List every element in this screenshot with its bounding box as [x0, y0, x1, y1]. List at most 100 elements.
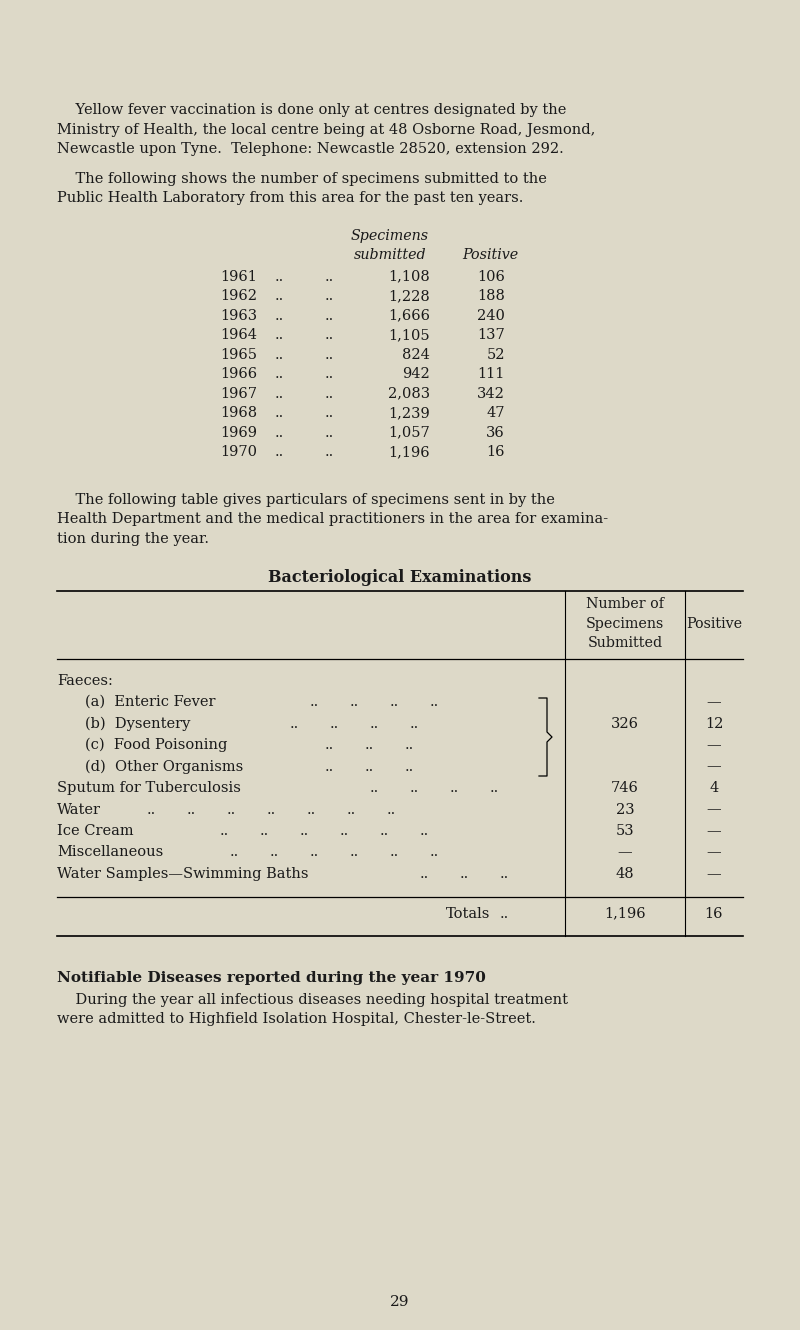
Text: 29: 29: [390, 1295, 410, 1309]
Text: 1964: 1964: [220, 329, 257, 342]
Text: ..: ..: [187, 802, 196, 817]
Text: ..: ..: [490, 781, 499, 795]
Text: ..: ..: [347, 802, 356, 817]
Text: 16: 16: [705, 907, 723, 920]
Text: ..: ..: [420, 825, 430, 838]
Text: ..: ..: [420, 867, 430, 880]
Text: 111: 111: [478, 367, 505, 380]
Text: 47: 47: [486, 406, 505, 420]
Text: 1,666: 1,666: [388, 309, 430, 322]
Text: ..: ..: [325, 367, 334, 380]
Text: Bacteriological Examinations: Bacteriological Examinations: [268, 569, 532, 587]
Text: ..: ..: [325, 289, 334, 303]
Text: ..: ..: [147, 802, 156, 817]
Text: ..: ..: [430, 846, 439, 859]
Text: ..: ..: [380, 825, 390, 838]
Text: ..: ..: [227, 802, 236, 817]
Text: 1,228: 1,228: [388, 289, 430, 303]
Text: —: —: [706, 846, 722, 859]
Text: (c)  Food Poisoning: (c) Food Poisoning: [85, 738, 227, 753]
Text: 824: 824: [402, 347, 430, 362]
Text: ..: ..: [325, 759, 334, 774]
Text: 53: 53: [616, 825, 634, 838]
Text: ..: ..: [325, 446, 334, 459]
Text: (d)  Other Organisms: (d) Other Organisms: [85, 759, 243, 774]
Text: Water Samples—Swimming Baths: Water Samples—Swimming Baths: [57, 867, 309, 880]
Text: ..: ..: [450, 781, 459, 795]
Text: ..: ..: [230, 846, 239, 859]
Text: ..: ..: [340, 825, 350, 838]
Text: Water: Water: [57, 802, 101, 817]
Text: —: —: [706, 802, 722, 817]
Text: ..: ..: [330, 717, 339, 730]
Text: 1,105: 1,105: [388, 329, 430, 342]
Text: The following shows the number of specimens submitted to the: The following shows the number of specim…: [57, 172, 547, 185]
Text: ..: ..: [410, 717, 419, 730]
Text: ..: ..: [275, 329, 284, 342]
Text: 52: 52: [486, 347, 505, 362]
Text: ..: ..: [325, 270, 334, 283]
Text: During the year all infectious diseases needing hospital treatment: During the year all infectious diseases …: [57, 994, 568, 1007]
Text: 746: 746: [611, 781, 639, 795]
Text: Positive: Positive: [462, 247, 518, 262]
Text: Newcastle upon Tyne.  Telephone: Newcastle 28520, extension 292.: Newcastle upon Tyne. Telephone: Newcastl…: [57, 142, 564, 156]
Text: ..: ..: [270, 846, 279, 859]
Text: 240: 240: [477, 309, 505, 322]
Text: 12: 12: [705, 717, 723, 730]
Text: 16: 16: [486, 446, 505, 459]
Text: ..: ..: [310, 696, 319, 709]
Text: ..: ..: [365, 738, 374, 751]
Text: —: —: [618, 846, 632, 859]
Text: ..: ..: [260, 825, 270, 838]
Text: 1968: 1968: [220, 406, 257, 420]
Text: Number of: Number of: [586, 597, 664, 610]
Text: —: —: [706, 825, 722, 838]
Text: ..: ..: [325, 347, 334, 362]
Text: ..: ..: [387, 802, 396, 817]
Text: The following table gives particulars of specimens sent in by the: The following table gives particulars of…: [57, 492, 555, 507]
Text: Sputum for Tuberculosis: Sputum for Tuberculosis: [57, 781, 241, 795]
Text: 1967: 1967: [220, 387, 257, 400]
Text: ..: ..: [405, 759, 414, 774]
Text: ..: ..: [275, 270, 284, 283]
Text: 1969: 1969: [220, 426, 257, 439]
Text: Health Department and the medical practitioners in the area for examina-: Health Department and the medical practi…: [57, 512, 608, 525]
Text: ..: ..: [500, 867, 510, 880]
Text: ..: ..: [350, 696, 359, 709]
Text: (a)  Enteric Fever: (a) Enteric Fever: [85, 696, 215, 709]
Text: ..: ..: [325, 426, 334, 439]
Text: ..: ..: [275, 347, 284, 362]
Text: tion during the year.: tion during the year.: [57, 532, 209, 545]
Text: 1,239: 1,239: [388, 406, 430, 420]
Text: ..: ..: [275, 387, 284, 400]
Text: 1961: 1961: [220, 270, 257, 283]
Text: were admitted to Highfield Isolation Hospital, Chester-le-Street.: were admitted to Highfield Isolation Hos…: [57, 1012, 536, 1027]
Text: ..: ..: [325, 406, 334, 420]
Text: ..: ..: [275, 309, 284, 322]
Text: ..: ..: [275, 406, 284, 420]
Text: Positive: Positive: [686, 617, 742, 630]
Text: 106: 106: [477, 270, 505, 283]
Text: Faeces:: Faeces:: [57, 673, 113, 688]
Text: 137: 137: [478, 329, 505, 342]
Text: Ministry of Health, the local centre being at 48 Osborne Road, Jesmond,: Ministry of Health, the local centre bei…: [57, 122, 595, 137]
Text: ..: ..: [370, 717, 379, 730]
Text: ..: ..: [430, 696, 439, 709]
Text: 1,196: 1,196: [604, 907, 646, 920]
Text: ..: ..: [370, 781, 379, 795]
Text: 188: 188: [477, 289, 505, 303]
Text: ..: ..: [500, 907, 510, 920]
Text: 1965: 1965: [220, 347, 257, 362]
Text: 942: 942: [402, 367, 430, 380]
Text: 1963: 1963: [220, 309, 257, 322]
Text: ..: ..: [290, 717, 299, 730]
Text: ..: ..: [410, 781, 419, 795]
Text: 1970: 1970: [220, 446, 257, 459]
Text: Specimens: Specimens: [351, 229, 429, 242]
Text: ..: ..: [267, 802, 276, 817]
Text: ..: ..: [390, 696, 399, 709]
Text: 1,057: 1,057: [388, 426, 430, 439]
Text: Totals: Totals: [446, 907, 490, 920]
Text: —: —: [706, 759, 722, 774]
Text: ..: ..: [275, 367, 284, 380]
